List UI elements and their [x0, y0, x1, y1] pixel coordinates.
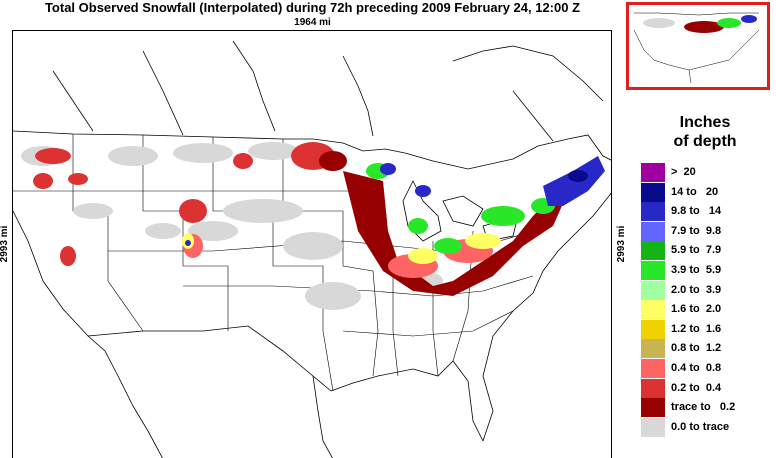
- map-title: Total Observed Snowfall (Interpolated) d…: [44, 0, 581, 15]
- legend-row: > 20: [641, 163, 776, 183]
- legend-swatch: [641, 417, 665, 437]
- legend-row: 1.6 to 2.0: [641, 300, 776, 320]
- vertical-distance-label-right: 2993 mi: [616, 225, 627, 263]
- state-lines: [13, 134, 534, 392]
- legend-label: 3.9 to 5.9: [671, 263, 722, 276]
- legend-swatch: [641, 260, 665, 280]
- legend-label: 14 to 20: [671, 185, 719, 198]
- legend-row: 0.8 to 1.2: [641, 339, 776, 359]
- legend-label: 0.0 to trace: [671, 420, 730, 433]
- vertical-distance-label-left: 2993 mi: [0, 225, 10, 263]
- inset-canvas: [633, 12, 760, 84]
- legend-row: 2.0 to 3.9: [641, 280, 776, 301]
- legend-swatch: [641, 221, 665, 241]
- legend-swatch: [641, 398, 665, 418]
- legend-row: trace to 0.2: [641, 398, 776, 418]
- legend-title-line2: of depth: [673, 133, 737, 150]
- yellow-snow: [182, 233, 501, 264]
- legend-swatch: [641, 241, 665, 261]
- blue-snow: [185, 156, 605, 246]
- legend-swatch: [641, 280, 665, 300]
- legend-swatch: [641, 339, 665, 359]
- legend-swatch: [641, 378, 665, 398]
- legend-label: 5.9 to 7.9: [671, 244, 722, 257]
- legend-row: 0.4 to 0.8: [641, 358, 776, 379]
- legend-label: 7.9 to 9.8: [671, 224, 722, 237]
- overview-inset-map[interactable]: [626, 2, 770, 90]
- legend-label: > 20: [671, 166, 696, 178]
- legend-row: 1.2 to 1.6: [641, 319, 776, 340]
- legend-swatch: [641, 182, 665, 202]
- legend: > 20 14 to 20 9.8 to 14 7.9 to 9.8 5.9 to 7.…: [641, 163, 776, 437]
- legend-label: 2.0 to 3.9: [671, 283, 722, 296]
- legend-row: 7.9 to 9.8: [641, 221, 776, 242]
- legend-swatch: [641, 300, 665, 320]
- heavy-trace: [319, 151, 573, 296]
- legend-label: 0.4 to 0.8: [671, 361, 722, 374]
- legend-swatch: [641, 358, 665, 378]
- legend-swatch: [641, 202, 665, 222]
- legend-title: Inches of depth: [640, 113, 770, 151]
- legend-row: 5.9 to 7.9: [641, 241, 776, 261]
- legend-label: 1.2 to 1.6: [671, 322, 722, 335]
- legend-label: 0.2 to 0.4: [671, 381, 722, 394]
- legend-label: 9.8 to 14: [671, 205, 722, 218]
- legend-swatch: [641, 163, 665, 182]
- legend-row: 0.2 to 0.4: [641, 378, 776, 399]
- legend-row: 9.8 to 14: [641, 202, 776, 222]
- legend-label: trace to 0.2: [671, 401, 736, 414]
- map-canvas: [13, 40, 611, 458]
- green-snow: [366, 163, 555, 254]
- legend-row: 14 to 20: [641, 182, 776, 203]
- legend-label: 0.8 to 1.2: [671, 342, 722, 355]
- snowfall-map[interactable]: [12, 30, 612, 458]
- legend-row: 0.0 to trace: [641, 417, 776, 438]
- legend-swatch: [641, 319, 665, 339]
- legend-label: 1.6 to 2.0: [671, 303, 722, 316]
- horizontal-distance-label: 1964 mi: [294, 17, 331, 28]
- legend-title-line1: Inches: [679, 114, 731, 131]
- legend-row: 3.9 to 5.9: [641, 260, 776, 281]
